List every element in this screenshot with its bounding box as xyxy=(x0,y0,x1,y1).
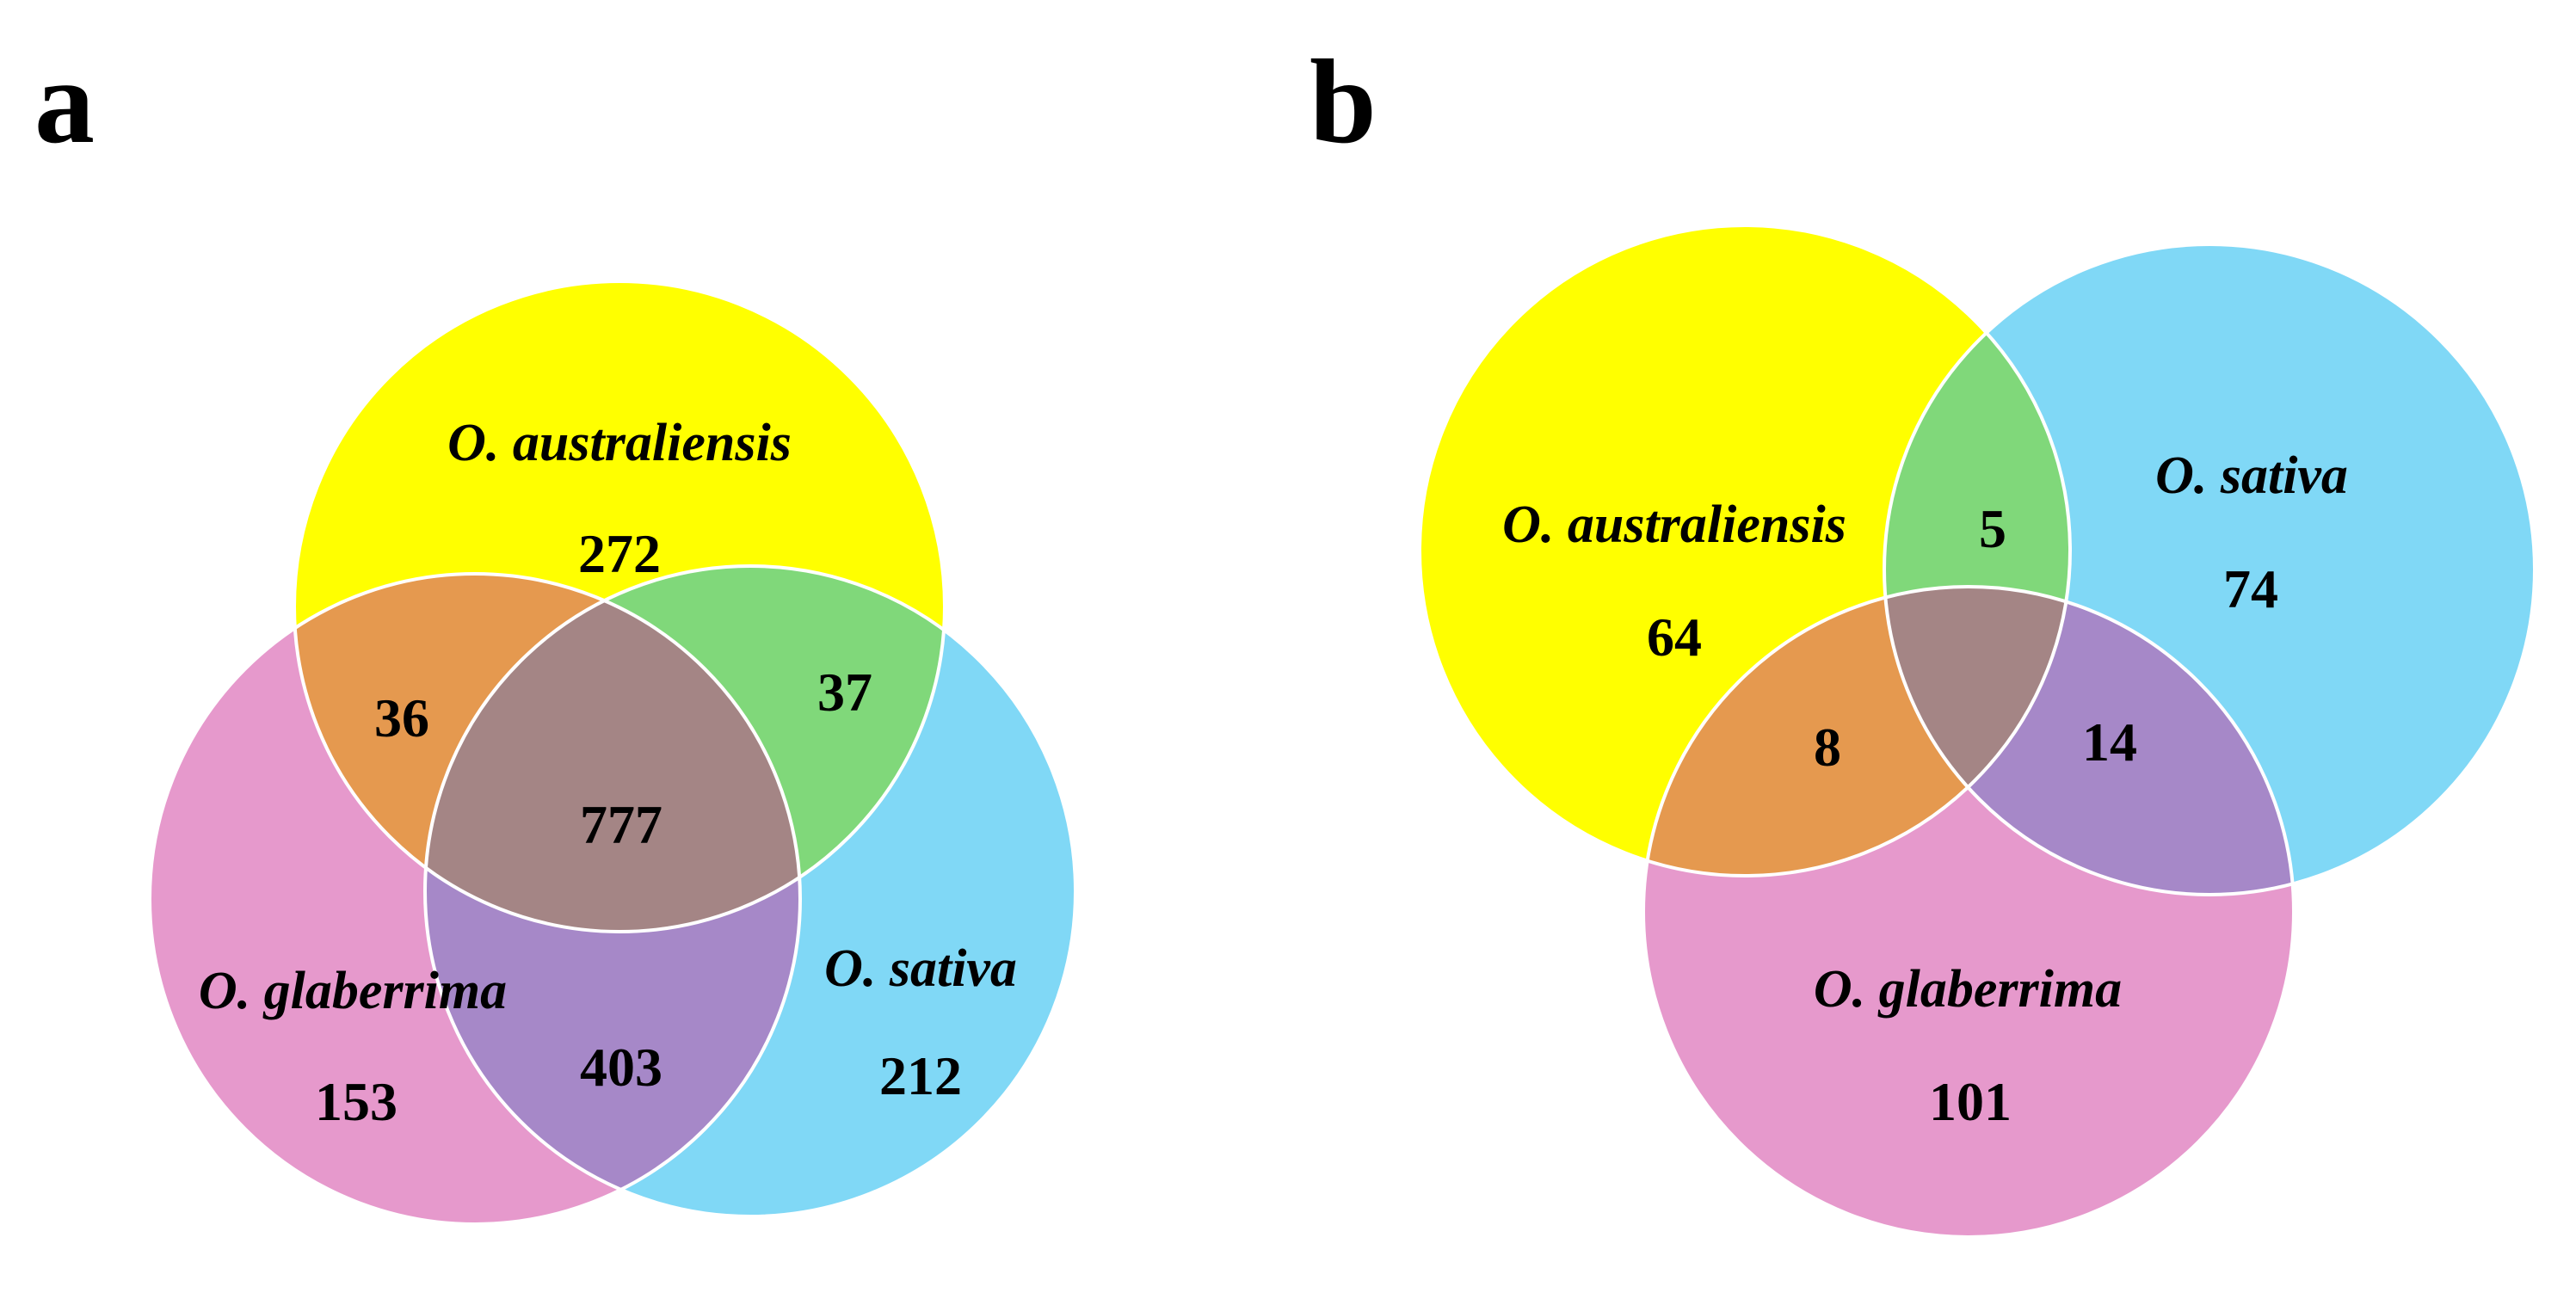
panel-b-letter: b xyxy=(1310,35,1377,169)
venn-b-count-aus-gla: 8 xyxy=(1814,717,1841,778)
venn-b-australiensis-label: O. australiensis xyxy=(1502,496,1846,554)
venn-b-sativa-outline xyxy=(1883,243,2536,896)
venn-b-sativa-label: O. sativa xyxy=(2155,446,2348,505)
venn-a-glaberrima-label: O. glaberrima xyxy=(199,962,507,1020)
venn-b: O. australiensis O. sativa O. glaberrima… xyxy=(1418,224,2536,1239)
venn-b-count-aus-sat: 5 xyxy=(1979,498,2006,559)
venn-b-count-glaberrima-only: 101 xyxy=(1929,1071,2012,1132)
venn-a: O. australiensis O. glaberrima O. sativa… xyxy=(148,280,1077,1226)
venn-b-count-sat-gla: 14 xyxy=(2082,711,2137,773)
venn-a-count-all: 777 xyxy=(580,794,662,855)
venn-b-overlap-aus-gla xyxy=(1643,587,2070,876)
venn-a-australiensis-outline xyxy=(293,280,946,933)
venn-a-count-australiensis-only: 272 xyxy=(578,523,661,584)
venn-a-count-aus-gla: 36 xyxy=(374,687,429,748)
venn-a-overlap-all xyxy=(425,574,800,932)
venn-a-sativa-label: O. sativa xyxy=(824,939,1017,998)
venn-b-count-sativa-only: 74 xyxy=(2223,558,2278,619)
venn-b-count-australiensis-only: 64 xyxy=(1647,606,1702,668)
venn-b-glaberrima-outline xyxy=(1642,585,2296,1239)
venn-a-count-aus-sat: 37 xyxy=(817,662,872,723)
panel-a-letter: a xyxy=(34,35,95,169)
venn-b-australiensis-outline xyxy=(1418,224,2072,877)
venn-a-count-gla-sat: 403 xyxy=(580,1037,662,1098)
venn-b-glaberrima-label: O. glaberrima xyxy=(1814,960,2122,1019)
venn-a-sativa-outline xyxy=(423,564,1077,1218)
venn-a-count-glaberrima-only: 153 xyxy=(315,1071,397,1132)
venn-a-count-sativa-only: 212 xyxy=(879,1045,962,1106)
venn-b-overlap-sat-gla xyxy=(1884,587,2294,895)
venn-a-australiensis-label: O. australiensis xyxy=(447,414,792,472)
venn-a-glaberrima-outline xyxy=(148,572,802,1226)
